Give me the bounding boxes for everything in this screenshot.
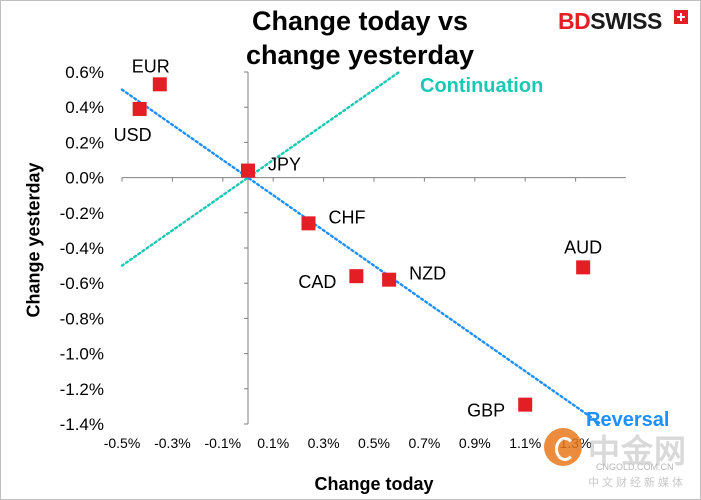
point-usd — [132, 101, 147, 116]
y-tick-label: 0.6% — [65, 63, 104, 82]
y-tick-label: -0.6% — [60, 274, 104, 293]
reversal-label: Reversal — [586, 409, 669, 431]
x-axis-title: Change today — [314, 474, 434, 494]
watermark-domain: CNGOLD.COM.CN — [596, 462, 674, 472]
watermark-logo-icon — [544, 428, 582, 466]
point-jpy — [241, 163, 255, 178]
point-chf — [301, 216, 316, 231]
point-label-nzd: NZD — [409, 264, 446, 284]
y-tick-label: -0.2% — [60, 204, 104, 223]
point-eur — [152, 77, 167, 92]
y-tick-label: 0.4% — [65, 98, 104, 117]
chart-title-line-1: Change today vs — [251, 6, 469, 36]
point-label-eur: EUR — [132, 56, 170, 76]
watermark-subtitle: 中文财经新媒体 — [588, 477, 686, 489]
point-nzd — [382, 272, 397, 287]
x-tick-label: -0.3% — [154, 435, 191, 451]
y-tick-label: -1.2% — [60, 380, 104, 399]
point-label-usd: USD — [114, 125, 152, 145]
point-label-cad: CAD — [298, 272, 336, 292]
x-tick-label: 0.9% — [459, 435, 491, 451]
brand-swiss: SWISS — [590, 8, 662, 34]
point-label-aud: AUD — [564, 237, 602, 257]
point-gbp — [518, 397, 533, 412]
continuation-line — [120, 70, 401, 267]
y-tick-label: -0.4% — [60, 239, 104, 258]
point-aud — [576, 260, 591, 275]
reversal-line — [120, 88, 602, 426]
chart-title-line-2: change yesterday — [245, 40, 475, 70]
point-label-jpy: JPY — [268, 155, 301, 175]
x-tick-label: -0.5% — [104, 435, 141, 451]
brand-logo: BDSWISS — [558, 8, 662, 35]
x-tick-label: 0.3% — [308, 435, 340, 451]
x-tick-label: 0.5% — [358, 435, 390, 451]
swiss-cross-icon — [674, 10, 688, 24]
watermark-text: 中金网 — [588, 433, 688, 469]
continuation-label: Continuation — [420, 75, 543, 97]
watermark: 中金网 CNGOLD.COM.CN 中文财经新媒体 — [538, 424, 688, 494]
x-tick-label: 0.1% — [257, 435, 289, 451]
y-axis-title: Change yesterday — [23, 162, 44, 318]
point-cad — [349, 269, 364, 284]
y-tick-label: 0.2% — [65, 133, 104, 152]
point-label-chf: CHF — [328, 207, 365, 227]
brand-bd: BD — [558, 8, 591, 34]
x-tick-label: 1.1% — [509, 435, 541, 451]
y-tick-label: 0.0% — [65, 169, 104, 188]
y-tick-label: -1.0% — [60, 345, 104, 364]
point-label-gbp: GBP — [467, 401, 505, 421]
y-tick-label: -1.4% — [60, 415, 104, 434]
y-tick-label: -0.8% — [60, 309, 104, 328]
x-tick-label: -0.1% — [205, 435, 242, 451]
x-tick-label: 0.7% — [408, 435, 440, 451]
